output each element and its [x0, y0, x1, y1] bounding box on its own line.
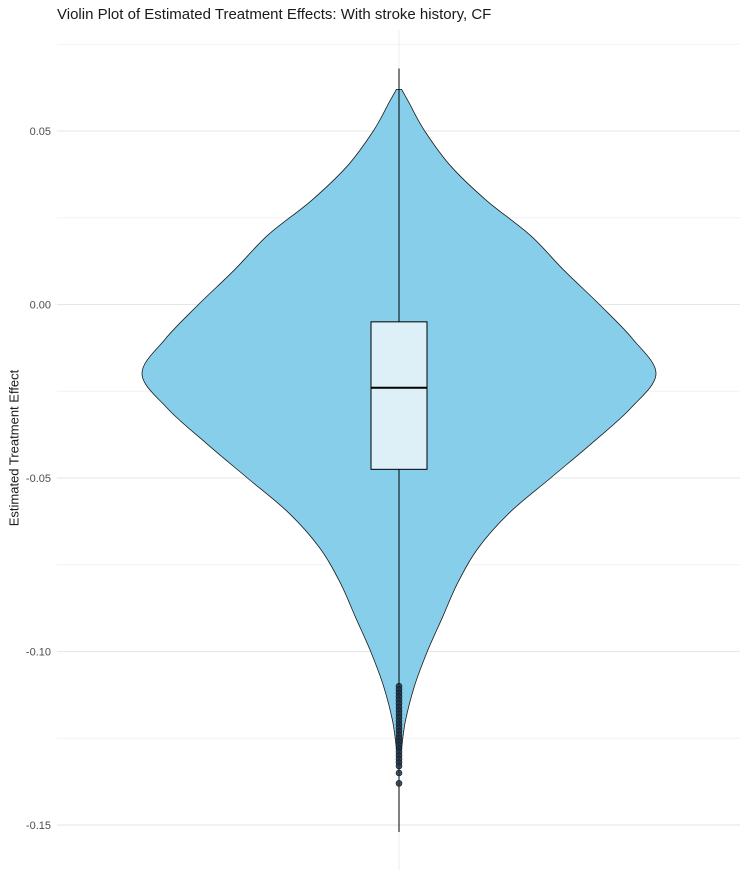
outlier-point — [395, 769, 403, 777]
y-tick-label: -0.05 — [26, 473, 51, 485]
y-tick-label: 0.00 — [30, 300, 51, 312]
outlier-points — [395, 682, 403, 787]
box-iqr — [370, 321, 428, 470]
chart-title: Violin Plot of Estimated Treatment Effec… — [57, 6, 492, 23]
outlier-point — [395, 762, 403, 770]
y-tick-label: -0.15 — [26, 820, 51, 832]
y-tick-label: 0.05 — [30, 126, 51, 138]
outlier-point — [395, 780, 403, 787]
y-tick-label: -0.10 — [26, 647, 51, 659]
y-axis-ticks: 0.05 0.00 -0.05 -0.10 -0.15 — [26, 126, 51, 832]
